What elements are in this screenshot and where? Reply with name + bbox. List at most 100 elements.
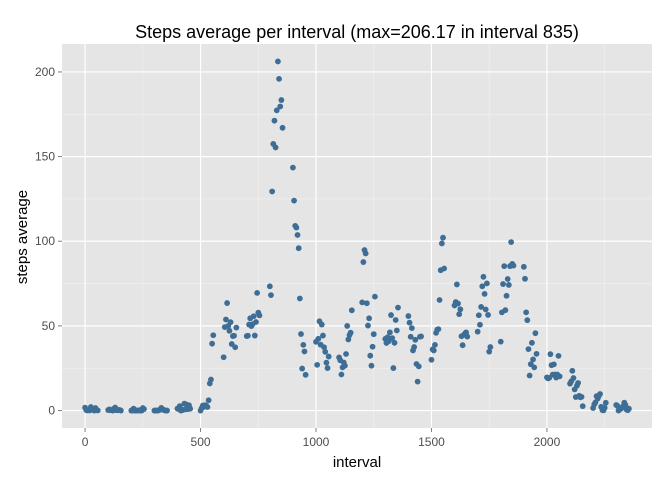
data-point xyxy=(597,391,603,397)
data-point xyxy=(475,312,482,319)
data-point xyxy=(226,327,233,334)
y-tick-label: 200 xyxy=(35,65,55,79)
data-point xyxy=(388,312,394,318)
data-point xyxy=(393,327,400,334)
data-point xyxy=(345,336,352,343)
data-point xyxy=(187,405,194,412)
data-point xyxy=(456,311,463,318)
data-point xyxy=(253,319,259,325)
data-point xyxy=(510,262,517,269)
data-point xyxy=(432,341,438,348)
data-point xyxy=(275,58,281,65)
data-point xyxy=(298,331,304,337)
data-point xyxy=(272,144,279,151)
data-point xyxy=(301,348,308,355)
data-point xyxy=(291,197,297,204)
data-point xyxy=(220,354,227,361)
y-tick-label: 50 xyxy=(42,319,56,333)
data-point xyxy=(208,376,214,383)
data-point xyxy=(550,361,557,368)
data-point xyxy=(474,328,481,335)
data-point xyxy=(530,356,536,363)
data-point xyxy=(407,333,414,340)
data-point xyxy=(430,347,437,354)
data-point xyxy=(276,75,282,82)
data-point xyxy=(368,362,375,369)
data-point xyxy=(371,293,378,300)
data-point xyxy=(497,338,504,345)
data-point xyxy=(579,403,586,410)
data-point xyxy=(525,346,532,353)
data-point xyxy=(277,103,284,110)
data-point xyxy=(279,124,286,131)
data-point xyxy=(318,321,325,328)
data-point xyxy=(406,319,413,326)
data-point xyxy=(505,282,512,288)
data-point xyxy=(204,404,211,410)
data-point xyxy=(503,292,510,299)
data-point xyxy=(359,299,366,306)
y-axis-label: steps average xyxy=(14,190,31,284)
data-point xyxy=(502,307,509,314)
data-point xyxy=(210,332,217,339)
data-point xyxy=(415,363,422,370)
data-point xyxy=(508,239,515,245)
data-point xyxy=(522,275,528,282)
data-point xyxy=(366,315,373,322)
data-point xyxy=(500,281,506,287)
data-point xyxy=(436,297,443,303)
y-tick-label: 100 xyxy=(35,234,55,248)
data-point xyxy=(363,300,370,307)
data-point xyxy=(365,322,371,329)
data-point xyxy=(223,316,229,323)
data-point xyxy=(483,280,490,287)
data-point xyxy=(164,407,170,414)
minor-gridlines xyxy=(62,44,652,428)
data-point xyxy=(547,351,554,358)
plot-panel xyxy=(62,44,652,428)
data-point xyxy=(395,304,401,311)
data-point xyxy=(501,263,508,270)
data-point xyxy=(405,313,412,319)
data-point xyxy=(569,367,576,374)
data-point xyxy=(293,224,300,231)
data-point xyxy=(369,343,376,350)
data-point xyxy=(209,340,215,347)
y-axis-ticks: 0 50 100 150 200 xyxy=(35,65,62,418)
data-point xyxy=(244,332,251,339)
data-point xyxy=(360,259,367,265)
y-tick-label: 150 xyxy=(35,150,55,164)
data-point xyxy=(626,405,632,412)
data-point xyxy=(299,365,306,372)
data-point xyxy=(485,311,491,318)
x-tick-label: 0 xyxy=(82,435,89,449)
data-point xyxy=(622,402,629,408)
data-point xyxy=(504,276,511,282)
data-point xyxy=(324,365,331,371)
data-point xyxy=(391,339,398,346)
data-point xyxy=(575,380,582,386)
data-point xyxy=(578,393,585,400)
data-point xyxy=(233,324,240,331)
data-point xyxy=(555,352,562,359)
data-point xyxy=(273,107,280,114)
data-point xyxy=(320,332,326,339)
data-point xyxy=(441,265,448,272)
data-point xyxy=(117,407,124,414)
data-point xyxy=(408,325,415,332)
x-tick-label: 1500 xyxy=(418,435,445,449)
data-point xyxy=(387,329,393,336)
data-point xyxy=(412,336,419,343)
data-point xyxy=(278,97,285,103)
data-point xyxy=(524,317,531,324)
data-point xyxy=(601,404,608,411)
data-point xyxy=(268,292,274,298)
data-point xyxy=(321,344,327,351)
data-point xyxy=(438,240,445,247)
chart-title: Steps average per interval (max=206.17 i… xyxy=(135,22,579,42)
data-point xyxy=(440,234,446,241)
data-point xyxy=(602,399,609,406)
data-point xyxy=(290,164,296,171)
data-point xyxy=(205,397,212,404)
data-point xyxy=(418,333,424,340)
